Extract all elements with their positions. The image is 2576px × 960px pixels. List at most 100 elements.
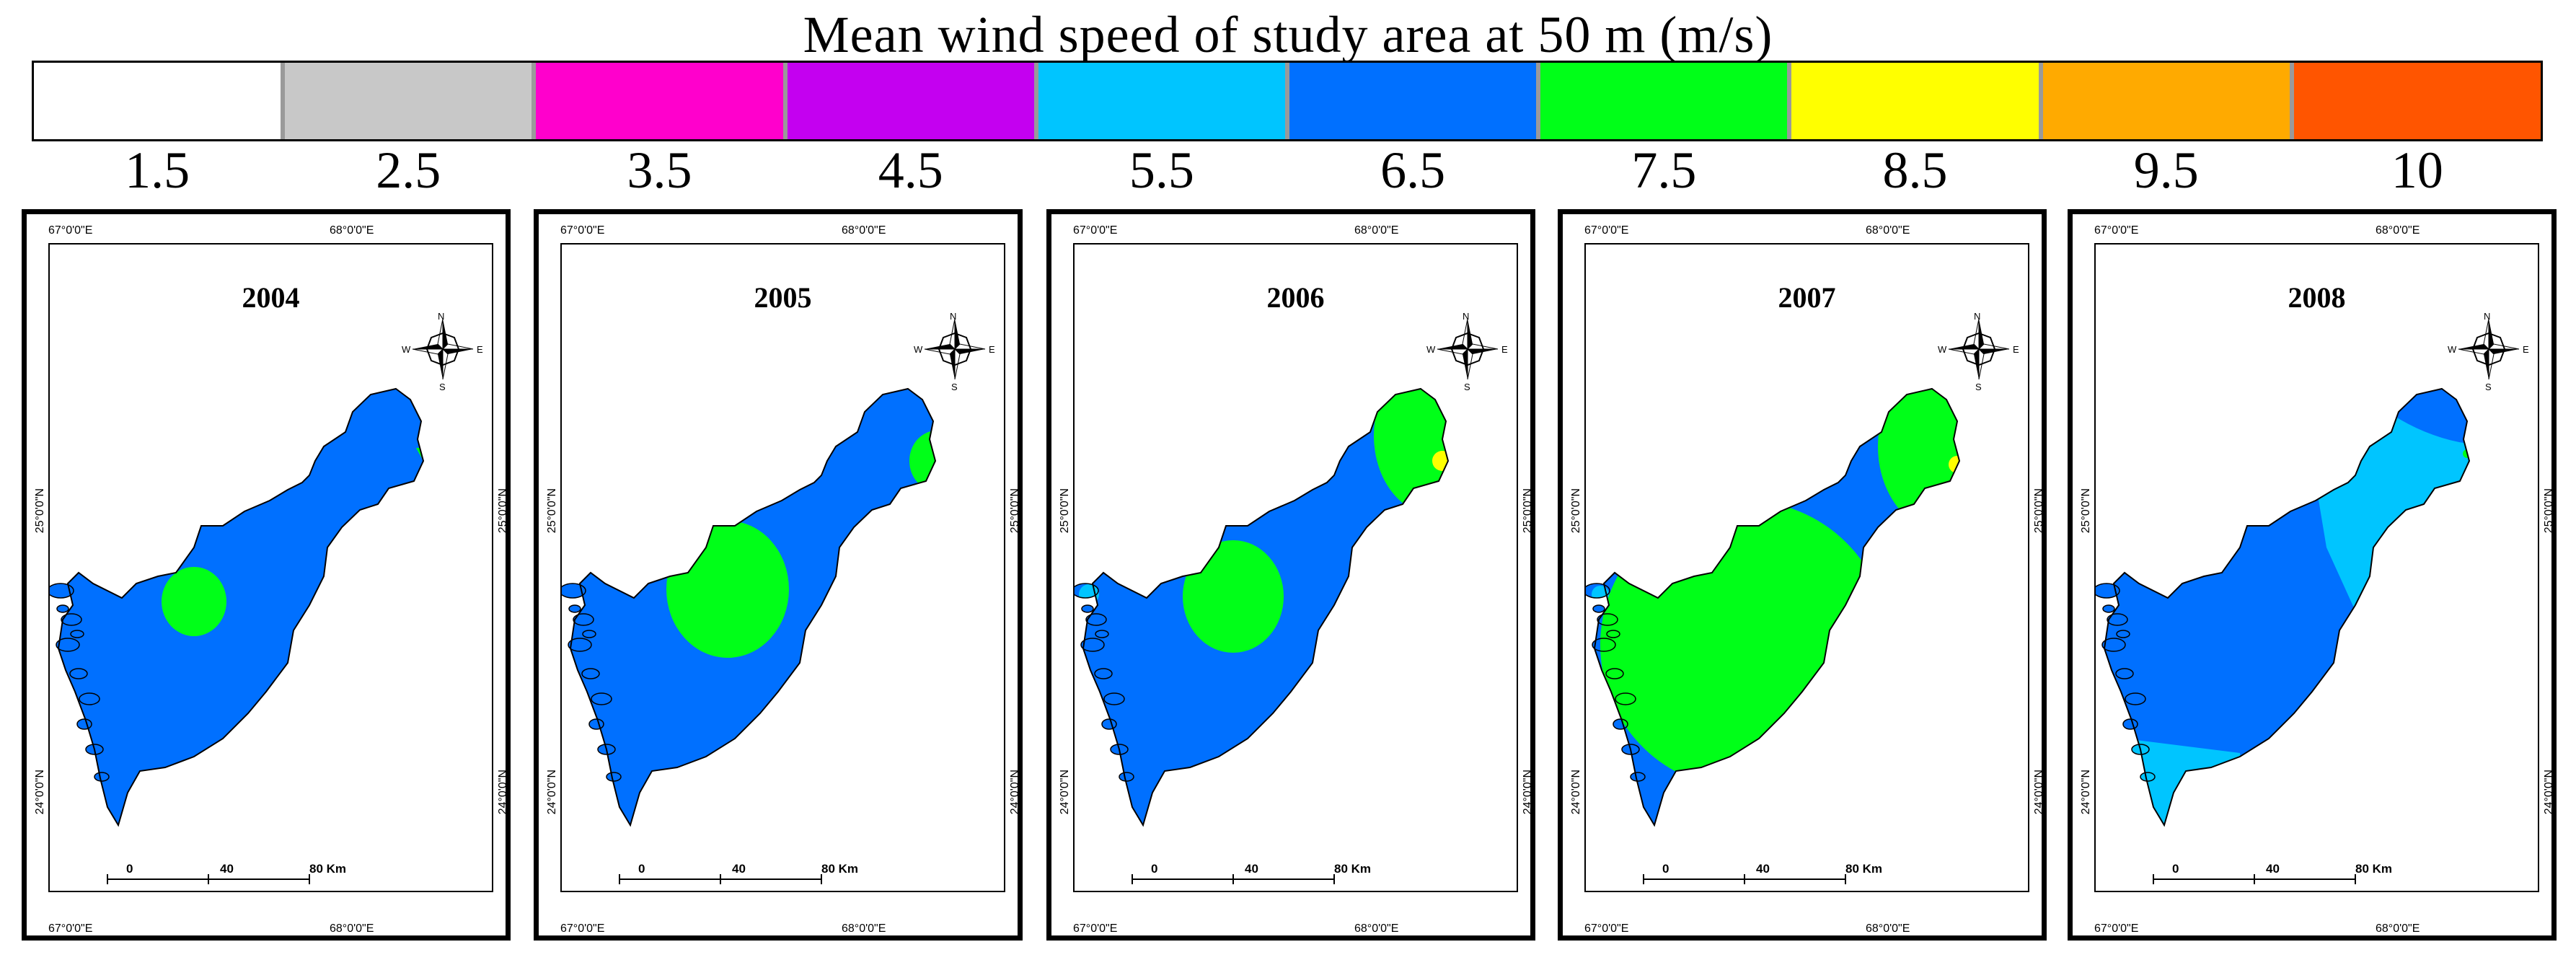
coordinate-label: 68°0'0"E: [1866, 224, 1910, 237]
legend-swatch-5-5: [1038, 63, 1290, 139]
island: [1605, 668, 1624, 679]
legend-label: 7.5: [1631, 141, 1697, 199]
scale-label: 0: [126, 862, 133, 876]
coordinate-label: 67°0'0"E: [1584, 922, 1629, 935]
legend-label: 6.5: [1380, 141, 1446, 199]
map-frame: 2007 N S E W 0 40 80 Km: [1584, 243, 2029, 892]
coordinate-label: 24°0'0"N: [1522, 770, 1534, 815]
study-area-map: [1075, 318, 1499, 884]
compass-letter-e: E: [477, 344, 483, 355]
island: [1586, 583, 1610, 599]
scale-label: 40: [220, 862, 234, 876]
island: [581, 668, 600, 679]
zone-peak-wind: [1432, 451, 1448, 471]
scale-label: 40: [1756, 862, 1770, 876]
island: [568, 604, 581, 613]
zone-high-wind-ne: [1374, 389, 1448, 515]
scale-bar: [107, 874, 310, 884]
coordinate-label: 24°0'0"N: [1059, 770, 1071, 815]
island: [1095, 630, 1109, 638]
coordinate-label: 24°0'0"N: [1570, 770, 1582, 815]
island: [591, 692, 612, 705]
coordinate-label: 68°0'0"E: [1866, 922, 1910, 935]
coordinate-label: 24°0'0"N: [2033, 770, 2045, 815]
island: [50, 583, 74, 599]
compass-letter-w: W: [1938, 344, 1947, 355]
legend-swatch-6-5: [1289, 63, 1541, 139]
scale-bar: [2153, 874, 2356, 884]
island: [2096, 583, 2120, 599]
island: [69, 668, 88, 679]
coordinate-label: 24°0'0"N: [2543, 770, 2555, 815]
compass-letter-n: N: [1974, 311, 1981, 322]
coordinate-label: 68°0'0"E: [2376, 224, 2420, 237]
coordinate-label: 25°0'0"N: [2080, 488, 2092, 534]
scale-bar: [1643, 874, 1846, 884]
coordinate-label: 68°0'0"E: [330, 922, 374, 935]
coordinate-label: 67°0'0"E: [560, 224, 605, 237]
coordinate-label: 68°0'0"E: [842, 224, 886, 237]
coordinate-label: 25°0'0"N: [546, 488, 558, 534]
island: [1094, 668, 1113, 679]
coordinate-label: 68°0'0"E: [330, 224, 374, 237]
study-area-map: [2096, 318, 2520, 884]
island: [1119, 772, 1134, 782]
year-label: 2006: [1266, 281, 1325, 314]
year-label: 2007: [1778, 281, 1836, 314]
compass-letter-n: N: [950, 311, 957, 322]
coordinate-label: 67°0'0"E: [2094, 224, 2139, 237]
map-panel-2005: 2005 N S E W 0 40 80 Km 67°0'0"E 68°0'0"E 67°0'0"E…: [534, 209, 1023, 941]
island: [1081, 604, 1094, 613]
legend-label: 5.5: [1129, 141, 1194, 199]
island: [2122, 718, 2138, 730]
island: [56, 638, 80, 652]
coordinate-label: 24°0'0"N: [1009, 770, 1021, 815]
coordinate-label: 25°0'0"N: [1009, 488, 1021, 534]
zone-base: [50, 389, 423, 825]
scale-label: 80 Km: [2355, 862, 2393, 876]
island: [562, 583, 586, 599]
scale-bar: [619, 874, 822, 884]
map-panel-2007: 2007 N S E W 0 40 80 Km 67°0'0"E 68°0'0"E 67°0'0"E…: [1558, 209, 2047, 941]
island: [94, 772, 110, 782]
coastline: [1593, 387, 1961, 827]
legend-swatch-10: [2293, 63, 2541, 139]
scale-bar: [1132, 874, 1335, 884]
coordinate-label: 25°0'0"N: [2033, 488, 2045, 534]
scale-label: 80 Km: [309, 862, 347, 876]
scale-label: 0: [638, 862, 645, 876]
legend-swatch-8-5: [1791, 63, 2043, 139]
island: [606, 772, 622, 782]
island: [1085, 613, 1107, 626]
map-panel-2008: 2008 N S E W 0 40 80 Km 67°0'0"E 68°0'0"E 67°0'0"E…: [2068, 209, 2557, 941]
legend-swatch-7-5: [1540, 63, 1792, 139]
coordinate-label: 67°0'0"E: [48, 922, 93, 935]
legend-labels: 1.5 2.5 3.5 4.5 5.5 6.5 7.5 8.5 9.5 10: [32, 141, 2543, 199]
legend-swatch-4-5: [787, 63, 1038, 139]
island: [61, 613, 82, 626]
island: [2102, 604, 2115, 613]
compass-letter-e: E: [2523, 344, 2529, 355]
coordinate-label: 67°0'0"E: [48, 224, 93, 237]
island: [85, 744, 104, 755]
island: [1101, 718, 1117, 730]
coordinate-label: 68°0'0"E: [1354, 224, 1399, 237]
legend-color-bar: [32, 61, 2543, 141]
scale-label: 0: [1662, 862, 1669, 876]
compass-letter-n: N: [1463, 311, 1470, 322]
compass-letter-s: S: [439, 382, 446, 392]
north-arrow-icon: [2458, 318, 2520, 380]
coastline: [57, 387, 425, 827]
coastline: [569, 387, 937, 827]
north-arrow-icon: [412, 318, 474, 380]
coordinate-label: 67°0'0"E: [1584, 224, 1629, 237]
scale-label: 40: [732, 862, 746, 876]
coordinate-label: 67°0'0"E: [560, 922, 605, 935]
coordinate-label: 25°0'0"N: [1570, 488, 1582, 534]
map-title: Mean wind speed of study area at 50 m (m…: [803, 6, 1773, 63]
coordinate-label: 68°0'0"E: [2376, 922, 2420, 935]
compass-letter-w: W: [1426, 344, 1436, 355]
island: [1080, 638, 1105, 652]
coordinate-label: 67°0'0"E: [1073, 224, 1118, 237]
year-label: 2005: [754, 281, 812, 314]
